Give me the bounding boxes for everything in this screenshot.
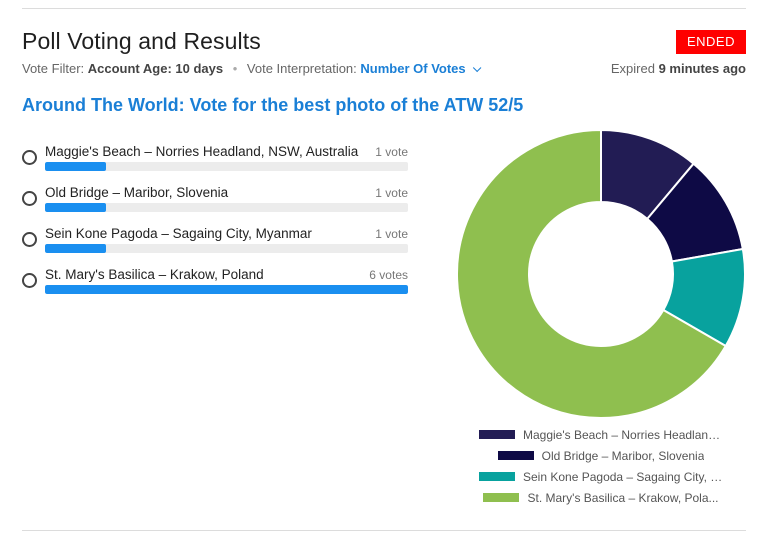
poll-option-st-marys-basilica[interactable]: St. Mary's Basilica – Krakow, Poland 6 v… (22, 267, 408, 303)
interpretation-value[interactable]: Number Of Votes (360, 61, 466, 76)
poll-option-maggies-beach[interactable]: Maggie's Beach – Norries Headland, NSW, … (22, 144, 408, 180)
poll-meta: Vote Filter: Account Age: 10 days • Vote… (22, 61, 481, 76)
radio-button[interactable] (22, 191, 37, 206)
legend-label[interactable]: Old Bridge – Maribor, Slovenia (541, 448, 705, 463)
result-bar-track (45, 244, 408, 253)
option-label[interactable]: Old Bridge – Maribor, Slovenia (45, 185, 229, 200)
vote-filter-value: Account Age: 10 days (87, 61, 224, 76)
legend-swatch (483, 493, 520, 502)
poll-option-sein-kone-pagoda[interactable]: Sein Kone Pagoda – Sagaing City, Myanmar… (22, 226, 408, 262)
poll-option-old-bridge[interactable]: Old Bridge – Maribor, Slovenia 1 vote (22, 185, 408, 221)
interpretation-label: Vote Interpretation: (246, 61, 357, 76)
radio-button[interactable] (22, 273, 37, 288)
poll-question[interactable]: Around The World: Vote for the best phot… (22, 95, 524, 115)
separator-dot: • (232, 61, 238, 76)
option-label[interactable]: Maggie's Beach – Norries Headland, NSW, … (45, 144, 359, 159)
vote-count: 1 vote (375, 145, 408, 159)
radio-button[interactable] (22, 232, 37, 247)
status-badge: ENDED (676, 30, 746, 54)
legend-item[interactable]: St. Mary's Basilica – Krakow, Pola... (456, 487, 746, 508)
option-label[interactable]: Sein Kone Pagoda – Sagaing City, Myanmar (45, 226, 312, 241)
interpretation-dropdown[interactable]: Number Of Votes (360, 61, 481, 76)
expired-label: Expired (610, 61, 655, 76)
legend-swatch (479, 430, 515, 439)
option-label[interactable]: St. Mary's Basilica – Krakow, Poland (45, 267, 264, 282)
result-bar-fill (45, 203, 106, 212)
vote-filter-label: Vote Filter: (22, 61, 85, 76)
legend-label[interactable]: St. Mary's Basilica – Krakow, Pola... (527, 490, 719, 505)
donut-slice-4 (456, 129, 728, 419)
expired-info: Expired 9 minutes ago (611, 61, 746, 76)
chevron-down-icon[interactable] (472, 63, 481, 73)
result-bar-fill (45, 285, 408, 294)
result-bar-track (45, 162, 408, 171)
result-bar-fill (45, 244, 106, 253)
legend-item[interactable]: Maggie's Beach – Norries Headland,... (456, 424, 746, 445)
legend-item[interactable]: Old Bridge – Maribor, Slovenia (456, 445, 746, 466)
legend-swatch (497, 451, 534, 460)
radio-button[interactable] (22, 150, 37, 165)
result-bar-track (45, 203, 408, 212)
expired-value: 9 minutes ago (658, 61, 746, 76)
bottom-divider (22, 530, 746, 531)
legend-swatch (479, 472, 515, 481)
result-bar-fill (45, 162, 106, 171)
top-divider (22, 8, 746, 9)
legend-label[interactable]: Sein Kone Pagoda – Sagaing City, M... (523, 469, 723, 484)
vote-count: 1 vote (375, 227, 408, 241)
vote-count: 6 votes (369, 268, 408, 282)
results-donut-chart (456, 129, 746, 419)
legend-item[interactable]: Sein Kone Pagoda – Sagaing City, M... (456, 466, 746, 487)
page-title: Poll Voting and Results (22, 28, 261, 54)
legend-label[interactable]: Maggie's Beach – Norries Headland,... (523, 427, 723, 442)
chart-legend: Maggie's Beach – Norries Headland,... Old… (456, 424, 746, 508)
vote-count: 1 vote (375, 186, 408, 200)
result-bar-track (45, 285, 408, 294)
